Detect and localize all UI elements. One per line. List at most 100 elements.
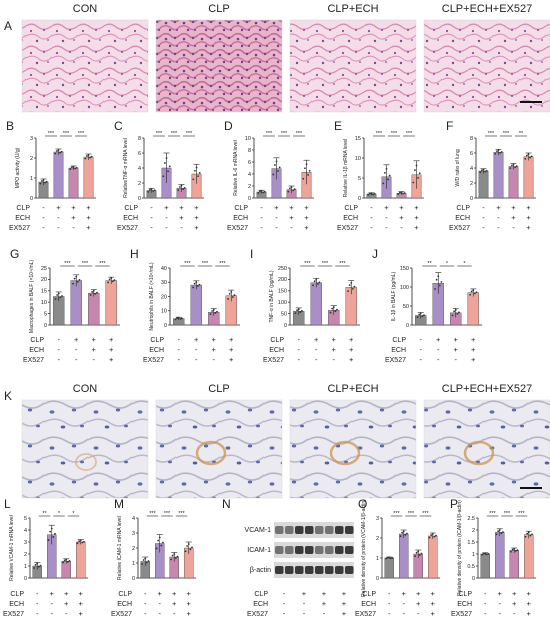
data-point <box>417 176 419 179</box>
treatment-sign: + <box>304 213 309 222</box>
data-point <box>54 298 57 300</box>
treatment-table-2: CLP - + + +ECH - - + +EX527- - - + <box>263 335 354 364</box>
panel-letter: N <box>222 497 231 511</box>
significance-label: *** <box>82 261 89 267</box>
y-tick-label: 2.5 <box>467 516 475 522</box>
panel-letter: I <box>250 247 253 261</box>
treatment-sign: + <box>274 203 279 212</box>
y-axis-label: IL-1β in BALF (pg/mL) <box>391 272 397 322</box>
data-point <box>45 180 48 183</box>
data-point <box>498 529 501 531</box>
data-point <box>76 542 79 545</box>
data-point <box>404 533 407 536</box>
treatment-sign: + <box>511 203 516 212</box>
blot-band <box>285 566 294 574</box>
treatment-sign: + <box>332 335 337 344</box>
y-tick-label: 0.5 <box>467 564 475 570</box>
panel-row-g-j: G Macrophages in BALF (×10⁴/mL) 0 5 10 15 20 25… <box>10 247 482 364</box>
treatment-label: CLP <box>10 591 24 598</box>
treatment-sign: - <box>388 609 391 618</box>
y-tick-label: 3 <box>30 136 33 142</box>
treatment-sign: + <box>64 589 69 598</box>
y-tick-label: 150 <box>400 266 409 272</box>
data-point <box>89 294 92 296</box>
treatment-sign: + <box>416 599 421 608</box>
treatment-sign: + <box>86 203 91 212</box>
treatment-sign: - <box>370 203 373 212</box>
treatment-sign: + <box>212 335 217 344</box>
data-point <box>142 559 145 561</box>
data-point <box>419 312 422 315</box>
data-point <box>56 294 59 296</box>
data-point <box>68 560 71 562</box>
y-tick-label: 2 <box>472 528 475 534</box>
treatment-sign: + <box>471 335 476 344</box>
data-point <box>418 553 421 556</box>
bar-chart-2: Relative IL-6 mRNA level 0 2 4 6 8 10 *** *** *** <box>233 131 314 202</box>
blot-band <box>285 546 294 554</box>
data-point <box>388 174 391 177</box>
data-point <box>485 553 488 556</box>
treatment-sign: - <box>260 223 263 232</box>
data-point <box>399 191 401 194</box>
image-header-0: CON <box>73 3 98 15</box>
treatment-sign: + <box>399 213 404 222</box>
treatment-table-2: CLP - + + +ECH - - + +EX527- - - + <box>227 203 309 232</box>
data-point <box>290 186 293 189</box>
bar-1 <box>190 284 202 326</box>
data-point <box>494 153 497 155</box>
treatment-sign: - <box>420 355 423 364</box>
significance-label: *** <box>178 511 185 517</box>
data-point <box>197 175 200 178</box>
image-header-2: CLP+ECH <box>327 3 378 15</box>
significance-label: *** <box>296 131 303 137</box>
data-point <box>108 278 111 281</box>
data-point <box>75 166 78 169</box>
y-tick-label: 0 <box>132 576 135 582</box>
data-point <box>228 293 231 295</box>
data-point <box>500 151 503 153</box>
panel-letter: F <box>446 119 453 133</box>
data-point <box>192 286 194 289</box>
bar-chart-2: TNF-α in BALF (pg/mL) 0 50 100 150 200 250 *** *… <box>269 261 360 329</box>
treatment-sign: - <box>497 213 500 222</box>
treatment-sign: + <box>512 589 517 598</box>
treatment-sign: + <box>414 203 419 212</box>
bar-0 <box>384 557 394 579</box>
y-tick-label: 2 <box>248 184 251 190</box>
treatment-label: EX527 <box>355 611 376 618</box>
data-point <box>402 192 404 195</box>
data-point <box>81 541 84 544</box>
treatment-sign: + <box>526 213 531 222</box>
bar-chart-1: Neutrophils in BALF (×10⁴/mL) 0 10 20 30 40 **… <box>149 261 240 331</box>
y-tick-label: 8 <box>138 136 141 142</box>
treatment-label: CLP <box>16 205 30 212</box>
bar-2 <box>88 292 100 326</box>
bar-2 <box>68 167 79 199</box>
y-tick-label: 10 <box>245 136 251 142</box>
bar-3 <box>467 292 479 326</box>
data-point <box>62 561 64 564</box>
blot-strip <box>274 542 354 558</box>
significance-label: *** <box>408 511 415 517</box>
data-point <box>315 278 318 281</box>
data-point <box>350 281 353 284</box>
data-point <box>61 295 63 297</box>
treatment-sign: - <box>150 213 153 222</box>
blot-band <box>325 526 334 534</box>
blot-band <box>305 526 314 534</box>
treatment-table-0: CLP - + + +ECH - - + +EX527- - - + <box>23 335 114 364</box>
treatment-sign: - <box>275 223 278 232</box>
treatment-sign: + <box>414 223 419 232</box>
treatment-sign: - <box>51 609 54 618</box>
data-point <box>144 557 147 560</box>
data-point <box>87 154 90 156</box>
panel-letter: C <box>114 119 123 133</box>
significance-label: *** <box>63 131 70 137</box>
significance-label: *** <box>518 511 525 517</box>
data-point <box>184 550 187 553</box>
significance-label: *** <box>391 131 398 137</box>
treatment-sign: + <box>302 589 307 598</box>
data-point <box>299 311 302 313</box>
